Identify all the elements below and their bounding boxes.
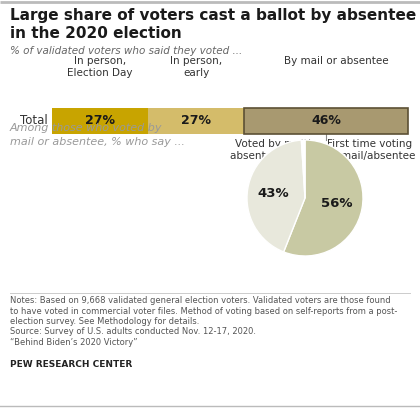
- Text: 27%: 27%: [181, 115, 211, 127]
- Bar: [244, 108, 408, 134]
- Text: In person,
early: In person, early: [170, 56, 222, 78]
- Text: Among those who voted by
mail or absentee, % who say ...: Among those who voted by mail or absente…: [10, 123, 185, 147]
- Text: 56%: 56%: [320, 197, 352, 211]
- Text: 27%: 27%: [85, 115, 115, 127]
- Text: 46%: 46%: [311, 115, 341, 127]
- Bar: [52, 108, 148, 134]
- Bar: [244, 108, 408, 134]
- Text: Total: Total: [20, 115, 48, 127]
- Text: % of validated voters who said they voted ...: % of validated voters who said they vote…: [10, 46, 242, 56]
- Wedge shape: [247, 140, 305, 252]
- Text: election survey. See Methodology for details.: election survey. See Methodology for det…: [10, 317, 200, 326]
- Wedge shape: [302, 140, 305, 198]
- Text: By mail or absentee: By mail or absentee: [284, 56, 388, 66]
- Text: Source: Survey of U.S. adults conducted Nov. 12-17, 2020.: Source: Survey of U.S. adults conducted …: [10, 328, 256, 337]
- Bar: [148, 108, 244, 134]
- Text: Voted by mail/
absentee before: Voted by mail/ absentee before: [231, 139, 315, 161]
- Text: 43%: 43%: [258, 186, 289, 200]
- Text: to have voted in commercial voter files. Method of voting based on self-reports : to have voted in commercial voter files.…: [10, 306, 397, 315]
- Text: First time voting
by mail/absentee: First time voting by mail/absentee: [325, 139, 415, 161]
- Text: Large share of voters cast a ballot by absentee or mail
in the 2020 election: Large share of voters cast a ballot by a…: [10, 8, 420, 41]
- Text: Notes: Based on 9,668 validated general election voters. Validated voters are th: Notes: Based on 9,668 validated general …: [10, 296, 391, 305]
- Text: PEW RESEARCH CENTER: PEW RESEARCH CENTER: [10, 360, 132, 369]
- Text: “Behind Biden’s 2020 Victory”: “Behind Biden’s 2020 Victory”: [10, 338, 137, 347]
- Wedge shape: [284, 140, 363, 256]
- Text: In person,
Election Day: In person, Election Day: [67, 56, 133, 78]
